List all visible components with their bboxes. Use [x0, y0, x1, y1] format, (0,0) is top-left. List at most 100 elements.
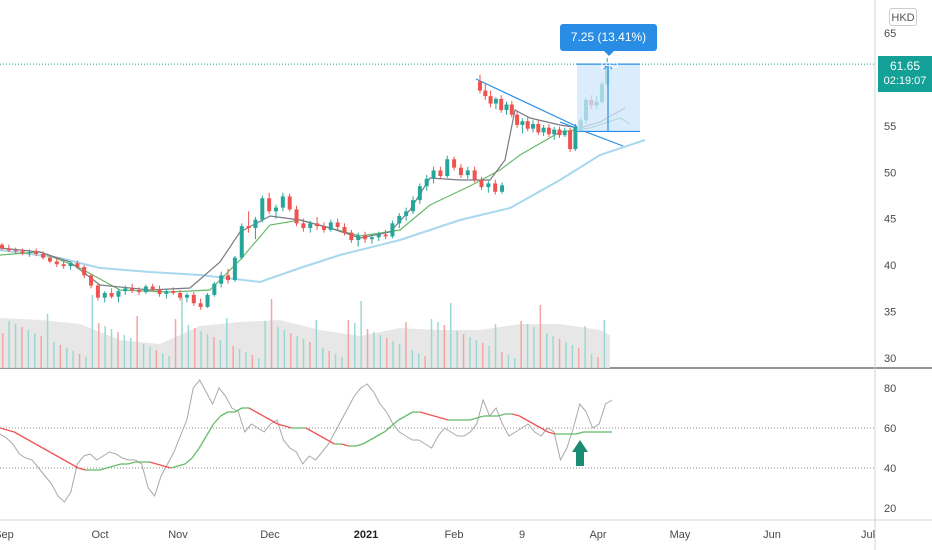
- volume-bar: [34, 333, 36, 368]
- volume-bar: [27, 330, 30, 368]
- volume-bar: [53, 342, 55, 368]
- time-tick-label: Sep: [0, 529, 14, 541]
- candle-body: [116, 291, 121, 297]
- volume-bar: [232, 346, 234, 368]
- candle-body: [363, 235, 368, 240]
- volume-bar: [302, 339, 305, 368]
- volume-bar: [162, 353, 164, 368]
- candle-body: [445, 159, 450, 176]
- rsi-signal-segment: [6, 429, 15, 433]
- rsi-signal-segment: [419, 411, 428, 415]
- candle-body: [280, 196, 285, 208]
- candle-body: [500, 185, 505, 192]
- rsi-signal-segment: [35, 443, 44, 449]
- rsi-signal-segment: [63, 459, 72, 465]
- rsi-signal-segment: [547, 431, 556, 435]
- candle-body: [212, 283, 217, 295]
- volume-bar: [443, 325, 446, 368]
- volume-bar: [411, 350, 414, 368]
- currency-label[interactable]: HKD: [889, 8, 917, 26]
- up-arrow-marker: [572, 440, 588, 466]
- candle-body: [219, 275, 224, 284]
- volume-ma-area: [0, 318, 610, 368]
- volume-bar: [78, 354, 81, 368]
- volume-bar: [533, 327, 535, 368]
- candle-body: [164, 291, 169, 294]
- candle-body: [308, 223, 313, 228]
- volume-bar: [526, 324, 529, 368]
- time-tick-label: Dec: [260, 529, 280, 541]
- time-tick-label: Jun: [763, 529, 781, 541]
- rsi-signal-segment: [390, 419, 399, 427]
- rsi-signal-segment: [0, 427, 8, 431]
- volume-bar: [59, 345, 62, 368]
- candle-body: [488, 96, 493, 104]
- candle-body: [376, 234, 381, 238]
- volume-bar: [238, 349, 241, 368]
- candle-body: [483, 90, 488, 97]
- rsi-signal-segment: [13, 431, 22, 437]
- rsi-signal-segment: [426, 413, 435, 417]
- candle-body: [465, 170, 470, 176]
- rsi-signal-segment: [383, 425, 392, 433]
- rsi-signal-segment: [441, 417, 449, 421]
- volume-bar: [539, 305, 542, 368]
- candle-body: [61, 264, 66, 267]
- candle-body: [27, 252, 32, 254]
- rsi-tick-label: 40: [884, 463, 896, 475]
- rsi-signal-segment: [312, 431, 321, 437]
- volume-bar: [181, 297, 183, 368]
- rsi-signal-segment: [113, 463, 122, 467]
- rsi-signal-segment: [78, 467, 86, 471]
- candle-body: [68, 263, 73, 267]
- candle-body: [552, 129, 557, 135]
- volume-bar: [187, 325, 190, 368]
- rsi-signal-segment: [49, 451, 58, 457]
- candle-body: [493, 183, 498, 192]
- candle-body: [41, 254, 46, 258]
- volume-bar: [72, 351, 74, 368]
- rsi-signal-segment: [220, 411, 229, 417]
- candle-body: [47, 257, 52, 262]
- time-axis[interactable]: Sep Oct Nov Dec 2021 Feb 9 Apr May Jun Jul: [0, 529, 875, 541]
- candle-body: [342, 227, 347, 233]
- volume-bar: [123, 335, 126, 368]
- candle-body: [390, 223, 395, 237]
- moving-averages: [0, 107, 646, 293]
- candle-body: [369, 237, 374, 240]
- candle-body: [260, 198, 265, 220]
- candle-body: [411, 200, 415, 212]
- candle-body: [472, 170, 477, 180]
- rsi-signal-segment: [28, 439, 36, 445]
- volume-bar: [46, 314, 49, 368]
- rsi-signal-segment: [512, 413, 520, 417]
- bar-countdown: 02:19:07: [883, 75, 927, 87]
- volume-bar: [507, 355, 510, 368]
- candle-body: [102, 293, 107, 298]
- rsi-signal-segment: [149, 461, 157, 465]
- volume-bar: [334, 354, 337, 368]
- candle-body: [568, 130, 573, 150]
- candle-body: [137, 290, 141, 293]
- candle-body: [417, 186, 422, 201]
- rsi-tick-label: 80: [884, 383, 896, 395]
- volume-bar: [110, 329, 113, 368]
- volume-bar: [552, 336, 554, 368]
- rsi-signal-segment: [56, 455, 65, 461]
- candle-body: [150, 286, 155, 290]
- volume-bar: [290, 333, 292, 368]
- volume-bar: [14, 324, 17, 368]
- volume-bar: [424, 356, 426, 368]
- volume-bar: [8, 321, 10, 368]
- price-axis[interactable]: 6560555045403530: [884, 28, 896, 365]
- rsi-tick-label: 20: [884, 503, 896, 515]
- candle-body: [6, 248, 11, 251]
- candle-body: [328, 222, 333, 230]
- volume-bar: [104, 326, 106, 368]
- candle-body: [13, 250, 18, 252]
- price-tick-label: 50: [884, 167, 896, 179]
- candle-body: [178, 293, 183, 298]
- price-range-measure[interactable]: [577, 63, 640, 133]
- volume-bar: [565, 342, 567, 368]
